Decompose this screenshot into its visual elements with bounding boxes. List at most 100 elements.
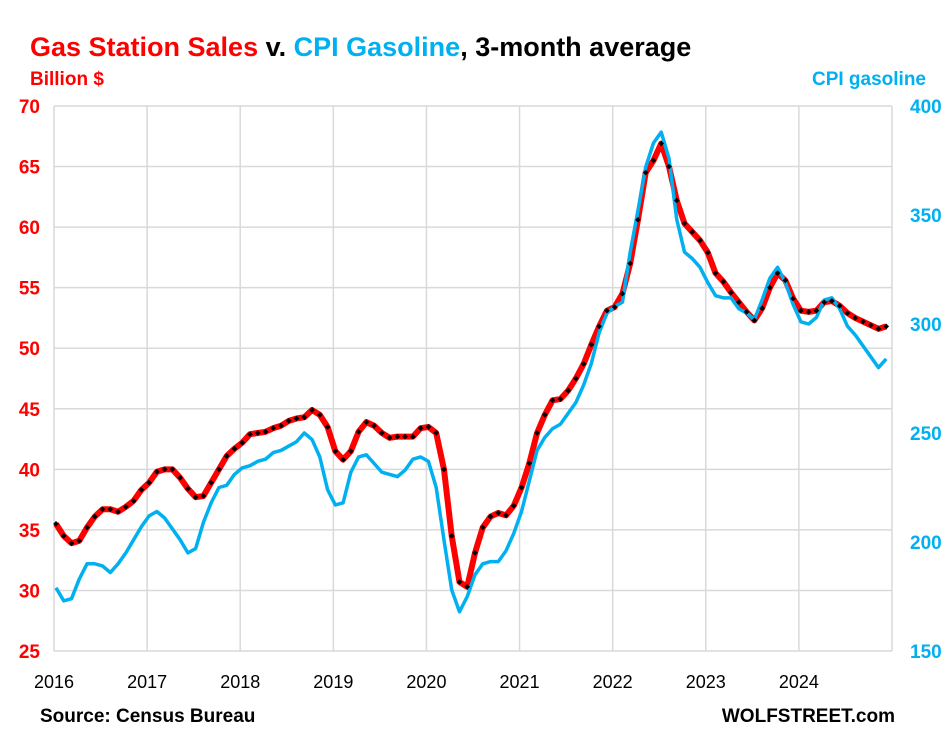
sales-marker — [433, 430, 440, 436]
sales-marker — [867, 322, 874, 329]
sales-marker — [425, 424, 432, 430]
sales-marker — [262, 428, 269, 435]
sales-marker — [285, 418, 292, 424]
sales-marker — [673, 197, 680, 204]
tick-labels: 25 30 35 40 45 50 55 60 65 70 150 200 250 300 350 400 20… — [19, 97, 942, 692]
sales-marker — [84, 524, 90, 531]
source-label: Source: Census Bureau — [40, 706, 255, 727]
sales-marker — [107, 506, 114, 513]
sales-marker — [503, 512, 509, 519]
sales-marker — [697, 237, 703, 244]
sales-marker — [627, 260, 634, 267]
sales-marker — [309, 407, 315, 413]
x-tick-label: 2021 — [500, 672, 540, 692]
sales-marker — [534, 430, 540, 436]
sales-marker — [60, 533, 67, 539]
y-left-tick-label: 25 — [19, 642, 41, 663]
x-tick-label: 2020 — [406, 672, 446, 692]
y-left-tick-label: 35 — [19, 521, 41, 542]
sales-marker — [316, 412, 323, 418]
sales-marker — [270, 425, 277, 431]
title-cpi: CPI Gasoline — [294, 32, 461, 62]
sales-marker — [860, 318, 866, 325]
sales-marker — [604, 307, 610, 314]
y-right-tick-label: 250 — [910, 424, 942, 445]
sales-marker — [278, 422, 284, 429]
x-tick-label: 2017 — [127, 672, 167, 692]
x-tick-label: 2022 — [593, 672, 633, 692]
sales-marker — [495, 510, 502, 516]
y-left-tick-label: 40 — [19, 460, 40, 481]
sales-marker — [76, 537, 83, 544]
sales-marker — [635, 217, 641, 223]
sales-marker — [99, 506, 106, 513]
sales-marker — [130, 497, 137, 504]
sales-marker — [402, 433, 408, 440]
sales-marker — [565, 387, 571, 394]
sales-marker — [68, 540, 75, 547]
right-axis-label: CPI gasoline — [812, 69, 926, 90]
sales-marker — [472, 550, 478, 556]
sales-marker — [487, 513, 494, 520]
y-left-tick-label: 30 — [19, 581, 40, 602]
sales-marker — [386, 435, 393, 441]
y-left-tick-label: 65 — [19, 158, 41, 179]
sales-marker — [836, 303, 843, 309]
sales-marker — [689, 229, 696, 235]
title-sales: Gas Station Sales — [30, 32, 258, 62]
sales-marker — [208, 479, 215, 486]
brand-label: WOLFSTREET.com — [722, 706, 895, 727]
sales-marker — [91, 513, 98, 520]
sales-marker — [751, 317, 758, 324]
y-right-tick-label: 200 — [910, 533, 942, 554]
sales-marker — [580, 361, 587, 367]
sales-marker — [456, 579, 463, 585]
sales-marker — [223, 453, 230, 459]
sales-marker — [510, 502, 517, 509]
y-right-tick-label: 150 — [910, 642, 942, 663]
y-left-tick-label: 70 — [19, 97, 40, 118]
sales-marker — [743, 309, 750, 315]
sales-marker — [735, 299, 742, 306]
sales-marker — [394, 433, 401, 440]
sales-marker — [185, 485, 191, 492]
sales-marker — [774, 270, 781, 276]
sales-marker — [464, 583, 471, 590]
sales-marker — [642, 169, 649, 176]
sales-marker — [658, 140, 665, 147]
cpi-line — [54, 130, 888, 614]
sales-line — [53, 140, 888, 590]
sales-marker — [146, 479, 152, 486]
sales-marker — [53, 521, 59, 527]
sales-marker — [355, 428, 362, 435]
sales-marker — [596, 323, 602, 330]
sales-marker — [169, 466, 176, 473]
sales-marker — [573, 375, 579, 382]
sales-marker — [247, 431, 253, 438]
sales-marker — [813, 307, 820, 314]
y-right-tick-label: 350 — [910, 206, 942, 227]
sales-marker — [216, 466, 222, 473]
sales-marker — [821, 299, 827, 306]
sales-marker — [557, 396, 564, 402]
sales-marker — [712, 270, 719, 276]
sales-marker — [177, 474, 183, 481]
sales-marker — [759, 305, 765, 312]
sales-marker — [441, 466, 447, 473]
sales-marker — [301, 414, 308, 421]
sales-marker — [790, 295, 796, 302]
sales-marker — [728, 289, 734, 296]
sales-marker — [448, 533, 455, 539]
chart-title: Gas Station Sales v. CPI Gasoline, 3-mon… — [30, 32, 691, 62]
sales-marker — [518, 484, 525, 491]
sales-marker — [588, 341, 595, 348]
sales-marker — [666, 163, 672, 170]
sales-marker — [161, 466, 168, 473]
sales-marker — [883, 323, 890, 330]
x-tick-label: 2018 — [220, 672, 260, 692]
sales-marker — [619, 290, 626, 297]
sales-marker — [123, 504, 129, 510]
sales-marker — [844, 310, 851, 316]
x-tick-label: 2016 — [34, 672, 74, 692]
sales-marker — [239, 439, 246, 446]
